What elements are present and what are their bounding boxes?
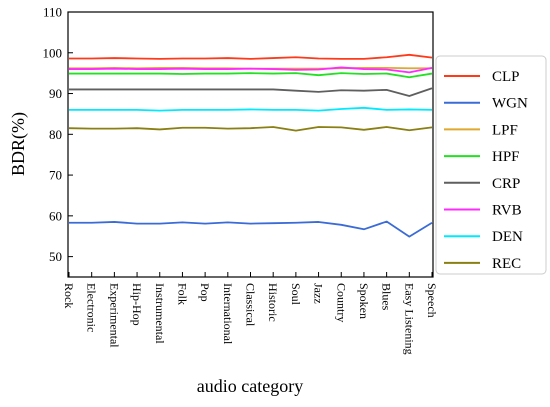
series-line-wgn	[69, 220, 433, 238]
y-tick-label: 70	[49, 168, 62, 183]
x-tick-label: Rock	[62, 283, 76, 308]
x-tick-label: Experimental	[107, 283, 121, 348]
legend-label-hpf: HPF	[492, 149, 520, 165]
legend-label-den: DEN	[492, 229, 523, 245]
series-line-crp	[69, 87, 433, 97]
x-tick-label: Instrumental	[153, 283, 167, 344]
y-tick-label: 110	[43, 5, 62, 20]
legend-label-rec: REC	[492, 256, 521, 272]
series-line-rvb	[69, 66, 433, 74]
series-line-clp	[69, 53, 433, 60]
x-axis-label: audio category	[197, 376, 303, 396]
legend-box	[435, 55, 547, 275]
legend-label-crp: CRP	[492, 176, 520, 192]
x-tick-label: Classical	[244, 283, 258, 327]
y-tick-label: 100	[43, 45, 63, 60]
series-line-rec	[68, 126, 433, 132]
x-tick-label: Folk	[175, 283, 189, 305]
legend-label-wgn: WGN	[492, 96, 528, 112]
x-tick-label: Jazz	[312, 283, 326, 304]
x-tick-label: International	[221, 283, 235, 345]
x-tick-label: Electronic	[85, 283, 99, 332]
x-tick-label: Pop	[198, 283, 212, 302]
legend-label-clp: CLP	[492, 69, 520, 85]
x-tick-label: Blues	[380, 283, 394, 311]
y-axis-label: BDR(%)	[8, 112, 29, 176]
x-tick-label: Speech	[425, 283, 439, 318]
y-tick-label: 50	[49, 249, 62, 264]
x-tick-label: Soul	[289, 283, 303, 306]
y-tick-label: 60	[49, 208, 62, 223]
legend-label-rvb: RVB	[492, 203, 522, 219]
y-tick-label: 90	[49, 86, 62, 101]
legend-label-lpf: LPF	[492, 122, 518, 138]
legend: CLP WGN LPF HPF CRP RVB DEN REC	[435, 55, 547, 275]
plot-area	[67, 11, 434, 278]
series-layer	[68, 53, 433, 238]
x-tick-label: Easy Listening	[402, 283, 416, 355]
y-tick-label: 80	[49, 127, 62, 142]
x-tick-label: Spoken	[357, 283, 371, 319]
x-tick-label: Historic	[266, 283, 280, 322]
series-line-hpf	[69, 72, 433, 79]
x-axis: Rock Electronic Experimental Hip-Hop Instrum…	[62, 272, 439, 355]
x-tick-label: Country	[334, 283, 348, 322]
y-axis: 50 60 70 80 90 100 110	[43, 5, 73, 264]
x-tick-label: Hip-Hop	[130, 283, 144, 326]
series-line-den	[69, 106, 433, 112]
